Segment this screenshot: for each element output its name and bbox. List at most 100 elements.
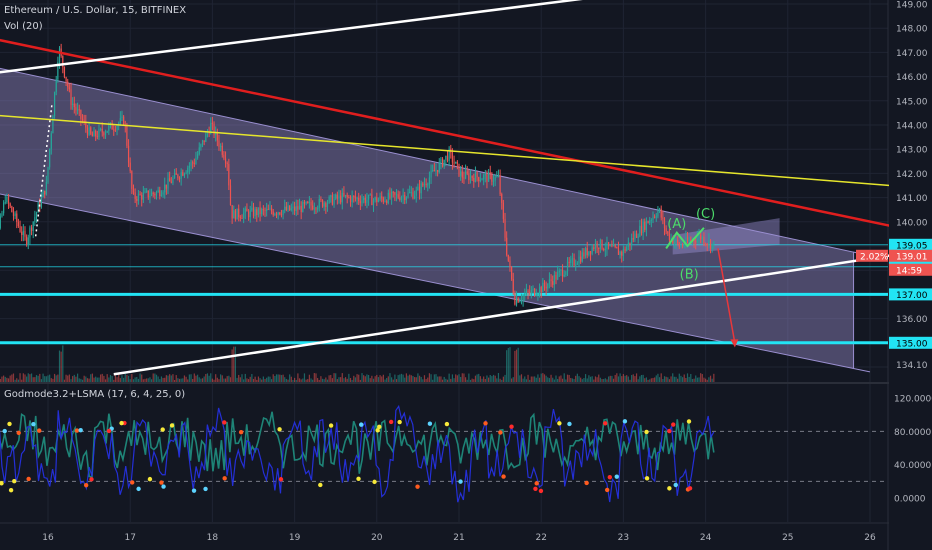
- candle-body: [17, 222, 20, 227]
- wave-label: (B): [680, 268, 699, 283]
- candle-body: [157, 190, 159, 193]
- candle-body: [415, 190, 417, 196]
- volume-bar: [142, 379, 144, 382]
- candle-body: [492, 180, 495, 182]
- volume-bar: [116, 377, 118, 382]
- candle-body: [473, 177, 475, 182]
- volume-bar: [264, 378, 266, 382]
- candle-body: [348, 197, 350, 199]
- volume-bar: [40, 379, 43, 382]
- volume-bar: [511, 378, 513, 382]
- candle-body: [52, 115, 54, 134]
- volume-bar: [670, 376, 672, 382]
- volume-bar: [93, 377, 95, 382]
- osc-signal-dot: [604, 487, 610, 493]
- volume-bar: [650, 378, 652, 382]
- candle-body: [72, 103, 74, 105]
- candle-body: [571, 258, 574, 260]
- candle-body: [354, 196, 357, 199]
- volume-bar: [453, 378, 455, 382]
- osc-signal-dot: [161, 484, 166, 489]
- candle-body: [525, 290, 528, 295]
- osc-tick-label: 40.0000: [894, 461, 931, 471]
- volume-bar: [652, 377, 654, 382]
- candle-body: [629, 242, 631, 245]
- candle-body: [95, 130, 97, 137]
- price-tick-label: 143.00: [896, 146, 928, 156]
- volume-bar: [26, 376, 28, 382]
- volume-bar: [593, 379, 595, 382]
- candle-body: [471, 175, 473, 178]
- osc-signal-dot: [2, 428, 7, 434]
- osc-signal-dot: [318, 482, 323, 488]
- volume-bar: [657, 373, 659, 382]
- osc-signal-dot: [375, 428, 380, 433]
- volume-bar: [410, 375, 412, 382]
- volume-bar: [372, 378, 375, 382]
- candle-body: [285, 206, 287, 211]
- candle-body: [231, 205, 233, 219]
- candle-body: [68, 87, 70, 90]
- volume-bar: [389, 373, 391, 382]
- volume-bar: [545, 375, 547, 382]
- candle-body: [693, 239, 695, 242]
- osc-signal-dot: [0, 481, 4, 486]
- candle-body: [108, 125, 110, 131]
- candle-body: [683, 244, 685, 246]
- candle-body: [432, 170, 434, 172]
- volume-bar: [44, 376, 46, 382]
- candle-body: [507, 254, 509, 261]
- candle-body: [24, 230, 26, 237]
- candle-body: [502, 202, 504, 219]
- volume-bar: [147, 378, 149, 382]
- candle-body: [642, 221, 644, 234]
- volume-bar: [150, 379, 153, 382]
- volume-bar: [438, 376, 440, 382]
- volume-bar: [252, 378, 255, 382]
- volume-bar: [608, 376, 610, 382]
- volume-bar: [308, 374, 310, 382]
- candle-body: [685, 237, 687, 245]
- volume-bar: [221, 375, 223, 382]
- candle-body: [453, 162, 455, 164]
- level-label: 135.00: [896, 339, 928, 349]
- candle-body: [4, 202, 6, 204]
- volume-bar: [474, 375, 477, 382]
- volume-bar: [241, 374, 243, 382]
- candle-body: [175, 173, 177, 175]
- volume-bar: [223, 378, 225, 382]
- candle-body: [341, 192, 343, 203]
- volume-bar: [624, 375, 626, 382]
- candle-body: [223, 154, 225, 159]
- candle-body: [313, 208, 315, 210]
- osc-signal-dot: [119, 420, 124, 426]
- candle-body: [520, 299, 523, 301]
- candle-body: [247, 211, 250, 218]
- candle-body: [443, 159, 445, 167]
- candle-body: [665, 228, 667, 232]
- volume-bar: [279, 374, 281, 382]
- volume-bar: [178, 378, 181, 382]
- volume-bar: [402, 374, 404, 382]
- candle-body: [183, 173, 186, 176]
- volume-bar: [233, 346, 235, 382]
- candle-body: [65, 76, 67, 82]
- volume-bar: [622, 374, 624, 382]
- candle-body: [598, 247, 600, 249]
- volume-bar: [542, 373, 544, 382]
- time-tick-label: 25: [782, 533, 793, 543]
- volume-bar: [346, 378, 348, 382]
- candle-body: [340, 195, 342, 203]
- volume-bar: [338, 377, 340, 382]
- candle-body: [534, 288, 536, 296]
- volume-bar: [63, 379, 66, 382]
- volume-bar: [698, 377, 700, 382]
- candle-body: [506, 237, 508, 255]
- volume-bar: [611, 375, 613, 382]
- price-axis: 149.00 148.00 147.00 146.00 145.00 144.00 143.…: [856, 0, 932, 530]
- volume-bar: [432, 379, 434, 382]
- osc-signal-dot: [356, 476, 361, 482]
- volume-bar: [224, 378, 227, 382]
- osc-signal-dot: [78, 427, 83, 433]
